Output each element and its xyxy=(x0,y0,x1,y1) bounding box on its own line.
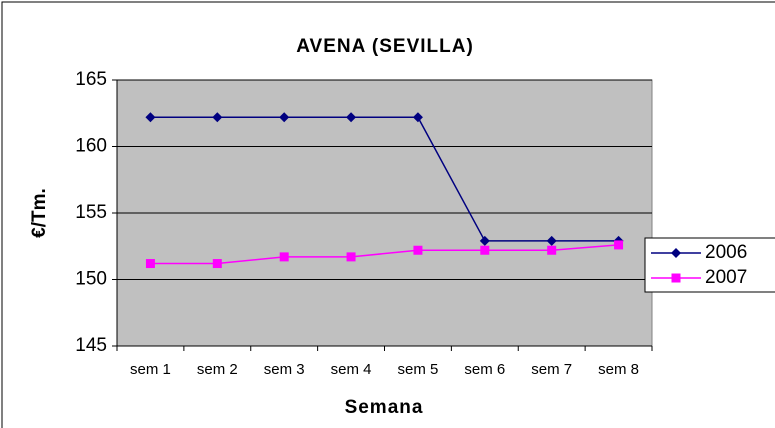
x-tick-label: sem 1 xyxy=(130,361,171,378)
data-point xyxy=(547,245,557,255)
y-tick-label: 145 xyxy=(75,335,107,356)
y-tick-label: 160 xyxy=(75,136,107,157)
legend-label: 2006 xyxy=(705,242,747,263)
data-point xyxy=(346,252,356,262)
series-line xyxy=(150,116,619,242)
data-point xyxy=(212,112,223,123)
x-axis-label: Semana xyxy=(345,397,424,418)
data-point xyxy=(614,240,624,250)
data-point xyxy=(212,259,222,269)
data-point xyxy=(279,112,290,123)
data-point xyxy=(145,259,155,269)
y-tick-label: 165 xyxy=(75,69,107,90)
x-tick-label: sem 5 xyxy=(398,361,439,378)
legend-marker xyxy=(671,248,681,258)
data-point xyxy=(480,245,490,255)
series-line xyxy=(150,244,619,265)
x-tick-label: sem 8 xyxy=(598,361,639,378)
data-point xyxy=(412,112,423,123)
y-tick-label: 155 xyxy=(75,202,107,223)
data-point xyxy=(279,252,289,262)
legend-marker xyxy=(671,273,681,283)
y-axis-label: €/Tm. xyxy=(29,188,50,238)
data-point xyxy=(145,112,156,123)
legend xyxy=(644,237,775,293)
x-tick-label: sem 7 xyxy=(531,361,572,378)
data-point xyxy=(413,245,423,255)
y-tick-label: 150 xyxy=(75,269,107,290)
x-tick-label: sem 3 xyxy=(264,361,305,378)
x-tick-label: sem 2 xyxy=(197,361,238,378)
data-point xyxy=(479,235,490,246)
chart-title: AVENA (SEVILLA) xyxy=(296,36,474,57)
data-point xyxy=(546,235,557,246)
data-point xyxy=(346,112,357,123)
x-tick-label: sem 4 xyxy=(331,361,372,378)
legend-label: 2007 xyxy=(705,267,747,288)
x-tick-label: sem 6 xyxy=(464,361,505,378)
